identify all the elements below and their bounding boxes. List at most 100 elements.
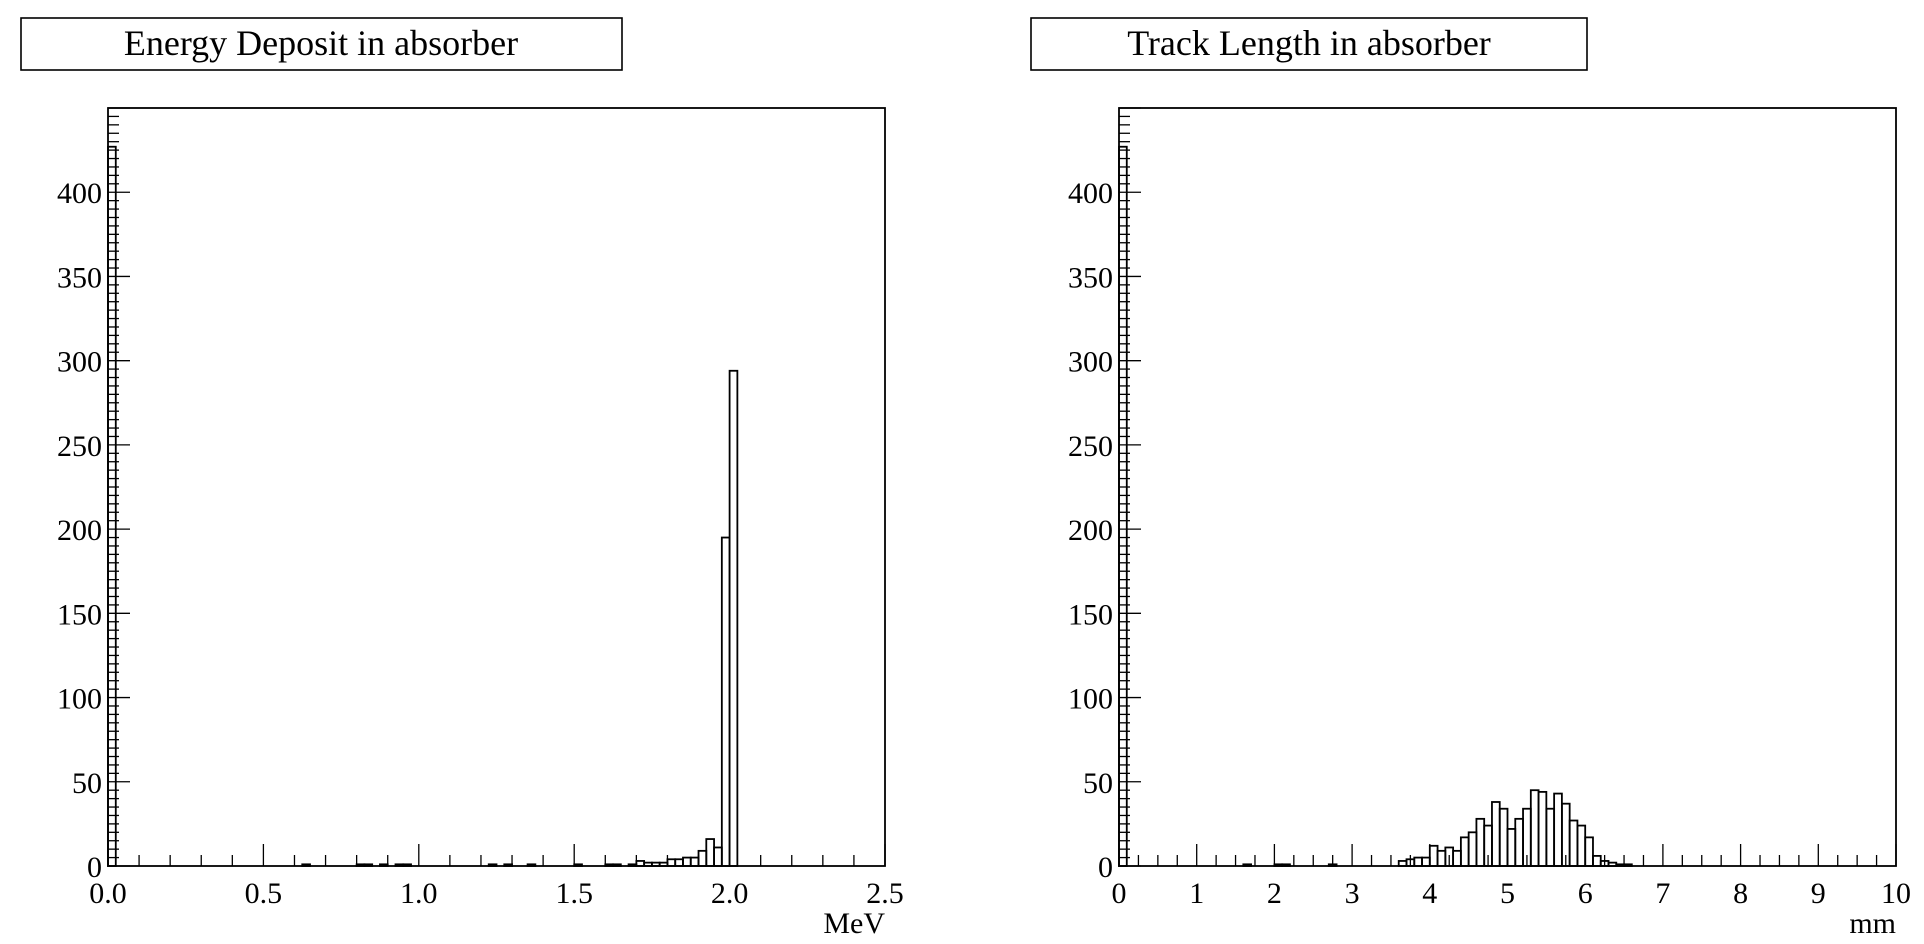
energy-deposit-histogram-bar	[363, 863, 374, 867]
energy-deposit-y-tick-label: 0	[87, 851, 102, 884]
track-length-histogram-bar	[1397, 860, 1408, 867]
energy-deposit-histogram-bar	[728, 369, 739, 867]
energy-deposit-histogram-bar	[674, 858, 684, 867]
track-length-y-tick-label: 150	[1068, 598, 1113, 631]
track-length-histogram-bar	[1428, 844, 1439, 867]
energy-deposit-histogram-bar	[666, 858, 677, 867]
track-length-x-tick-label: 10	[1881, 877, 1911, 910]
track-length-histogram-bar	[1514, 817, 1524, 867]
track-length-y-tick-label: 250	[1068, 430, 1113, 463]
track-length-histogram-bar	[1576, 824, 1587, 867]
track-length-histogram-bar	[1615, 863, 1625, 867]
track-length-histogram-bar	[1592, 854, 1602, 867]
track-length-title-box	[1030, 17, 1588, 71]
energy-deposit-histogram-bar	[627, 863, 638, 867]
track-length-y-tick-label: 200	[1068, 514, 1113, 547]
track-length-x-tick-label: 2	[1267, 877, 1282, 910]
energy-deposit-title-box	[20, 17, 623, 71]
energy-deposit-y-tick-label: 400	[57, 177, 102, 210]
track-length-title: Track Length in absorber	[1127, 23, 1491, 63]
energy-deposit-histogram-bar	[355, 863, 366, 867]
energy-deposit-histogram-bar	[705, 838, 715, 867]
track-length-histogram-bar	[1452, 849, 1462, 867]
energy-deposit-y-tick-label: 50	[72, 767, 102, 800]
track-length-histogram-bar	[1273, 863, 1284, 867]
track-length-x-tick-label: 4	[1422, 877, 1437, 910]
energy-deposit-x-tick-label: 1.0	[400, 877, 438, 910]
track-length-histogram-bar	[1498, 807, 1509, 867]
energy-deposit-x-tick-label: 1.5	[555, 877, 593, 910]
energy-deposit-y-tick-label: 350	[57, 261, 102, 294]
energy-deposit-histogram-bar	[379, 863, 389, 867]
energy-deposit-plot-frame	[107, 107, 886, 867]
energy-deposit-histogram-bar	[503, 863, 513, 867]
energy-deposit-panel: Energy Deposit in absorber 0 50 100 150 200 2…	[20, 17, 904, 940]
energy-deposit-x-tick-label: 0.0	[89, 877, 127, 910]
energy-deposit-histogram-bar	[713, 846, 723, 867]
track-length-x-tick-label: 8	[1733, 877, 1748, 910]
track-length-histogram-bar	[1475, 817, 1486, 867]
track-length-histogram-bar	[1623, 863, 1633, 867]
energy-deposit-histogram-bar	[658, 861, 669, 867]
track-length-panel: Track Length in absorber 050100150200250…	[1030, 17, 1911, 940]
track-length-histogram-bar	[1436, 849, 1447, 867]
track-length-histogram-bar	[1242, 863, 1252, 867]
track-length-x-tick-label: 6	[1578, 877, 1593, 910]
energy-deposit-histogram-bar	[612, 863, 622, 867]
track-length-histogram-bar	[1421, 856, 1431, 867]
energy-deposit-x-tick-label: 2.5	[866, 877, 904, 910]
track-length-histogram-bar	[1584, 836, 1594, 867]
energy-deposit-x-tick-label: 0.5	[245, 877, 283, 910]
track-length-x-tick-label: 5	[1500, 877, 1515, 910]
energy-deposit-histogram-bar	[682, 856, 692, 867]
track-length-histogram-bar	[1459, 836, 1470, 867]
track-length-histogram-bar	[1413, 856, 1423, 867]
track-length-histogram-bar	[1537, 790, 1548, 867]
energy-deposit-y-tick-label: 150	[57, 598, 102, 631]
track-length-histogram-bar	[1491, 801, 1501, 867]
energy-deposit-y-tick-label: 200	[57, 514, 102, 547]
track-length-y-tick-label: 50	[1083, 767, 1113, 800]
track-length-histogram-bar	[1568, 819, 1579, 867]
energy-deposit-histogram-bar	[573, 863, 583, 867]
track-length-y-tick-label: 350	[1068, 261, 1113, 294]
track-length-histogram-bar	[1607, 861, 1618, 867]
track-length-y-tick-label: 400	[1068, 177, 1113, 210]
energy-deposit-y-tick-label: 250	[57, 430, 102, 463]
energy-deposit-histogram-bar	[643, 861, 653, 867]
track-length-histogram-bar	[1529, 789, 1540, 867]
track-length-histogram-bar	[1467, 831, 1478, 867]
track-length-histogram-bar	[1281, 863, 1291, 867]
track-length-x-tick-label: 3	[1345, 877, 1360, 910]
track-length-x-tick-label: 0	[1112, 877, 1127, 910]
track-length-y-tick-label: 300	[1068, 346, 1113, 379]
energy-deposit-x-tick-label: 2.0	[711, 877, 749, 910]
track-length-x-tick-label: 1	[1189, 877, 1204, 910]
energy-deposit-y-tick-label: 300	[57, 346, 102, 379]
track-length-histogram-bar	[1545, 807, 1556, 867]
track-length-x-tick-label: 9	[1811, 877, 1826, 910]
energy-deposit-histogram-bar	[526, 863, 537, 867]
energy-deposit-histogram-bar	[107, 145, 117, 867]
track-length-y-tick-label: 0	[1098, 851, 1113, 884]
track-length-histogram-bar	[1327, 863, 1338, 867]
energy-deposit-title: Energy Deposit in absorber	[124, 23, 518, 63]
track-length-x-tick-label: 7	[1655, 877, 1670, 910]
energy-deposit-y-tick-label: 100	[57, 683, 102, 716]
track-length-histogram-bar	[1553, 792, 1563, 867]
energy-deposit-histogram-bar	[697, 849, 708, 867]
energy-deposit-histogram-bar	[604, 863, 614, 867]
energy-deposit-x-axis-label: MeV	[823, 907, 885, 940]
track-length-histogram-bar	[1118, 145, 1128, 867]
track-length-y-tick-label: 100	[1068, 683, 1113, 716]
energy-deposit-histogram-bar	[301, 863, 311, 867]
energy-deposit-histogram-bar	[689, 856, 700, 867]
energy-deposit-histogram-bar	[487, 863, 498, 867]
track-length-x-axis-label: mm	[1849, 907, 1896, 940]
energy-deposit-histogram-bar	[651, 861, 661, 867]
energy-deposit-histogram-bar	[402, 863, 412, 867]
energy-deposit-histogram-bar	[720, 536, 731, 867]
energy-deposit-histogram-bar	[635, 860, 646, 867]
energy-deposit-histogram-bar	[394, 863, 405, 867]
